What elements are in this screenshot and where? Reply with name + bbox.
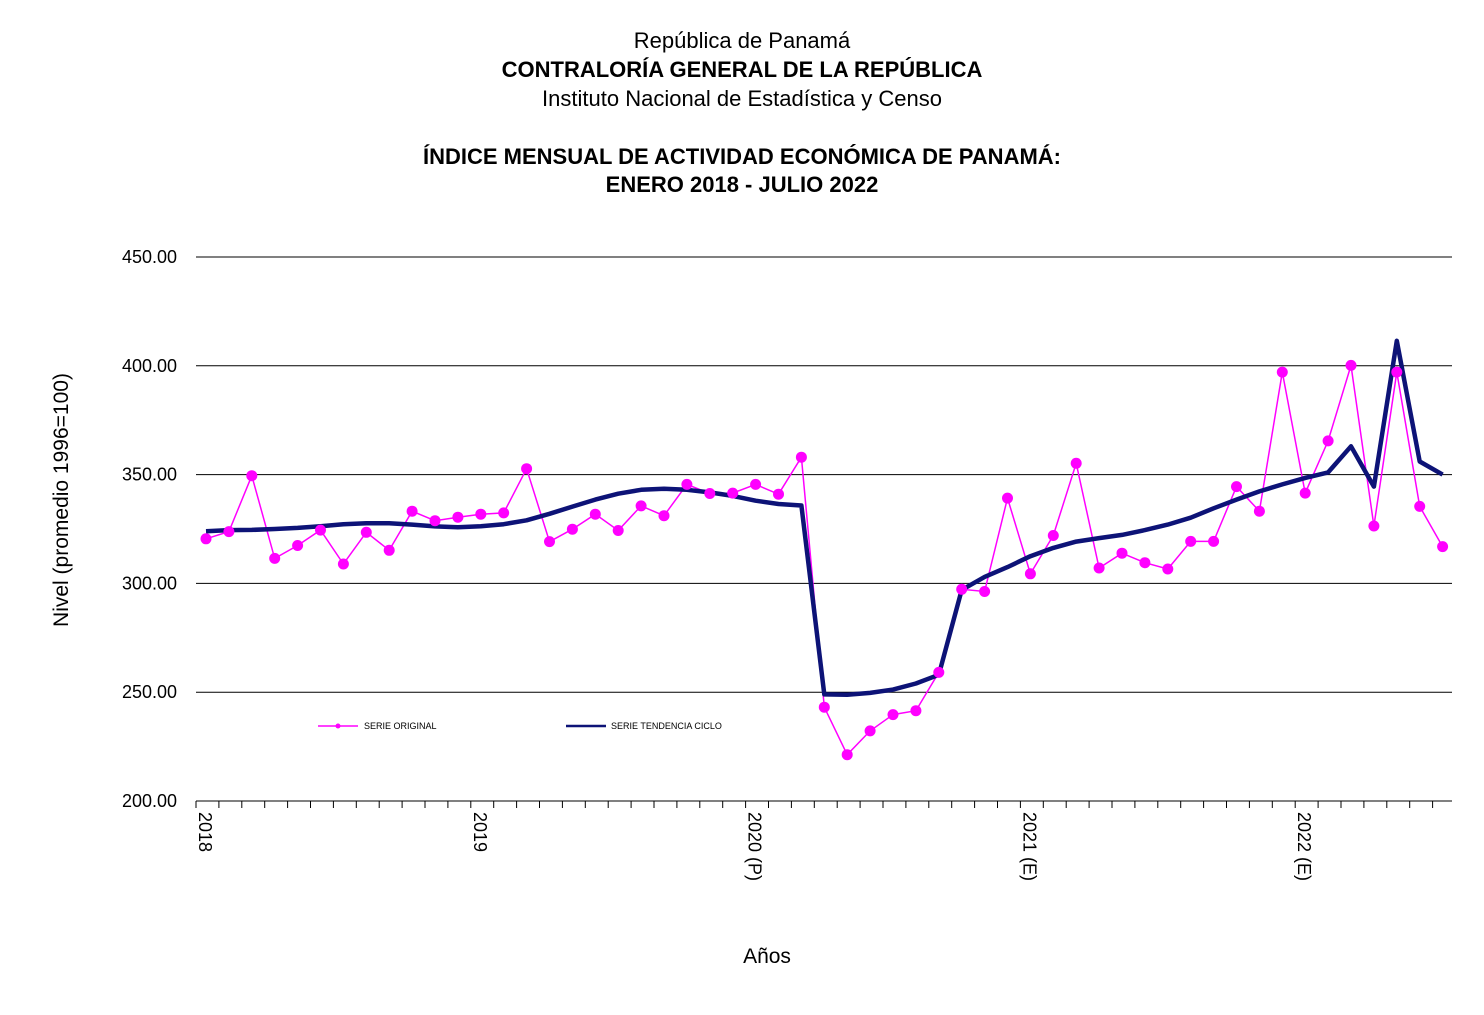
series-original-point (1345, 359, 1357, 371)
series-original-point (1368, 520, 1380, 532)
series-original-point (795, 451, 807, 463)
chart-subtitle: ENERO 2018 - JULIO 2022 (605, 172, 879, 197)
series-original-point (1231, 481, 1242, 493)
series-original-point (292, 540, 304, 551)
series-original-point (933, 666, 945, 678)
series-original-point (956, 583, 968, 595)
series-original-point (773, 488, 784, 500)
x-tick-label-year: 2020 (P) (745, 812, 765, 881)
y-tick-label: 200.00 (122, 791, 177, 811)
x-tick-label-year: 2021 (E) (1019, 812, 1039, 881)
x-tick-label-year: 2022 (E) (1294, 812, 1314, 881)
series-original-point (544, 536, 555, 548)
series-original-point (841, 749, 853, 761)
series-original-point (704, 488, 716, 499)
series-original-point (1116, 547, 1128, 559)
y-tick-label: 450.00 (122, 247, 177, 267)
series-original-point (979, 586, 991, 597)
legend: SERIE ORIGINAL SERIE TENDENCIA CICLO (318, 721, 722, 731)
series-original-point (406, 505, 418, 517)
series-original-point (1299, 487, 1311, 499)
series-original-point (612, 525, 624, 536)
series-original-point (1253, 505, 1265, 517)
header-line-contraloria: CONTRALORÍA GENERAL DE LA REPÚBLICA (501, 57, 983, 82)
series-original-point (658, 510, 670, 522)
y-tick-label: 400.00 (122, 356, 177, 376)
series-original-point (200, 533, 212, 545)
legend-original-marker (335, 723, 341, 729)
series-original-point (246, 470, 258, 482)
x-axis-label: Años (743, 945, 791, 968)
series-original-point (818, 701, 830, 713)
series-original-point (337, 558, 349, 570)
series-original-point (566, 523, 578, 535)
series-original-point (1322, 435, 1334, 447)
series-original-point (521, 463, 533, 475)
series-original-point (269, 552, 281, 564)
series-original-point (223, 526, 235, 538)
y-tick-label: 300.00 (122, 573, 177, 593)
series-original-point (1437, 541, 1449, 553)
x-tick-labels: 2018 2019 2020 (P) 2021 (E) 2022 (E) (195, 812, 1314, 881)
series-original-point (887, 709, 899, 721)
series-original-point (360, 526, 372, 538)
series-original-point (1208, 535, 1220, 547)
series-original-point (1047, 530, 1059, 541)
series-original-point (1139, 557, 1151, 569)
series-original-point (727, 487, 739, 499)
y-tick-labels: 200.00 250.00 300.00 350.00 400.00 450.00 (122, 247, 177, 811)
series-original-point (1070, 457, 1082, 469)
series-original-point (910, 705, 922, 717)
series-original-point (1024, 568, 1036, 580)
series-original-point (1002, 492, 1013, 504)
header-line-inec: Instituto Nacional de Estadística y Cens… (542, 86, 942, 111)
series-layer (200, 338, 1449, 761)
series-original-point (635, 500, 647, 512)
y-tick-label: 350.00 (122, 465, 177, 485)
series-trend-line (205, 338, 1444, 698)
series-original-point (589, 508, 601, 520)
series-original-point (1162, 563, 1174, 575)
series-original-point (315, 524, 326, 536)
series-original-point (498, 507, 510, 519)
series-original-point (1414, 500, 1426, 512)
gridlines (196, 256, 1452, 802)
series-original-point (452, 511, 464, 523)
legend-original-label: SERIE ORIGINAL (364, 721, 437, 731)
series-original-point (681, 478, 693, 490)
x-tick-label-year: 2019 (470, 812, 490, 852)
series-original-point (1093, 562, 1105, 574)
series-original-point (429, 515, 441, 527)
series-original-point (1185, 535, 1197, 547)
y-axis-label: Nivel (promedio 1996=100) (50, 373, 73, 627)
x-tick-label-year: 2018 (195, 812, 215, 852)
chart-title: ÍNDICE MENSUAL DE ACTIVIDAD ECONÓMICA DE… (422, 144, 1061, 169)
series-original-point (750, 478, 762, 490)
legend-trend-label: SERIE TENDENCIA CICLO (611, 721, 722, 731)
header-line-republic: República de Panamá (633, 28, 851, 53)
series-original-point (475, 508, 487, 520)
series-original-point (1391, 366, 1403, 378)
series-original-point (864, 725, 876, 737)
series-original-point (1276, 366, 1288, 378)
series-original-point (383, 544, 395, 556)
x-axis (195, 801, 1434, 808)
y-tick-label: 250.00 (122, 682, 177, 702)
